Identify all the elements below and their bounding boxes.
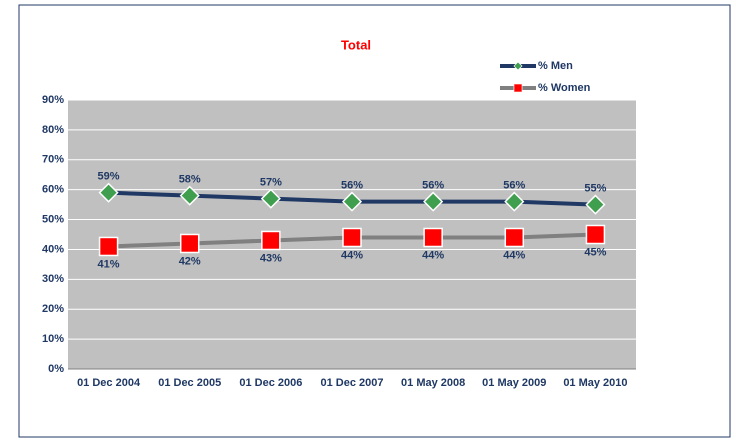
x-tick-label: 01 May 2009 xyxy=(482,377,546,389)
data-label: 43% xyxy=(260,252,282,264)
x-tick-label: 01 May 2008 xyxy=(401,377,465,389)
x-tick-label: 01 Dec 2007 xyxy=(321,377,384,389)
y-tick-label: 20% xyxy=(42,303,64,315)
data-label: 56% xyxy=(341,180,363,192)
x-tick-label: 01 Dec 2005 xyxy=(158,377,221,389)
y-tick-label: 40% xyxy=(42,243,64,255)
data-label: 56% xyxy=(503,180,525,192)
data-label: 55% xyxy=(584,183,606,195)
y-tick-label: 50% xyxy=(42,213,64,225)
point xyxy=(423,191,444,212)
y-tick-label: 80% xyxy=(42,124,64,136)
data-label: 57% xyxy=(260,177,282,189)
point xyxy=(504,191,525,212)
x-tick-label: 01 Dec 2004 xyxy=(77,377,141,389)
data-label: 44% xyxy=(341,249,363,261)
y-tick-label: 0% xyxy=(48,363,64,375)
legend-marker xyxy=(513,83,523,93)
y-tick-label: 30% xyxy=(42,273,64,285)
point xyxy=(98,182,119,203)
data-label: 42% xyxy=(179,255,201,267)
point xyxy=(341,191,363,212)
point xyxy=(261,230,281,251)
legend-label: % Women xyxy=(538,82,591,94)
y-tick-label: 60% xyxy=(42,184,64,196)
x-tick-label: 01 May 2010 xyxy=(563,377,627,389)
data-label: 59% xyxy=(98,171,120,183)
data-label: 58% xyxy=(179,174,201,186)
y-tick-label: 10% xyxy=(42,333,64,345)
point xyxy=(342,227,362,248)
point xyxy=(423,227,443,248)
point xyxy=(585,224,606,245)
point xyxy=(98,236,119,257)
data-label: 56% xyxy=(422,180,444,192)
y-tick-label: 90% xyxy=(42,94,64,106)
x-tick-label: 01 Dec 2006 xyxy=(239,377,302,389)
data-label: 41% xyxy=(98,258,120,270)
legend-box xyxy=(470,42,640,100)
y-tick-label: 70% xyxy=(42,154,64,166)
chart-title: Total xyxy=(341,37,371,52)
data-label: 44% xyxy=(503,249,525,261)
data-label: 44% xyxy=(422,249,444,261)
legend-marker xyxy=(513,61,523,71)
point xyxy=(179,185,200,206)
point xyxy=(504,227,525,248)
point xyxy=(179,233,200,254)
data-label: 45% xyxy=(584,246,606,258)
point xyxy=(260,188,281,209)
point xyxy=(585,194,606,215)
legend-label: % Men xyxy=(538,60,573,72)
